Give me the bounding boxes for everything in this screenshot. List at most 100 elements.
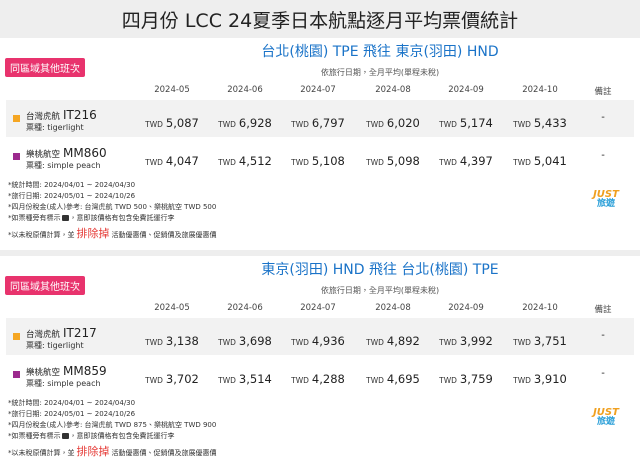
price-cell: TWD 6,928 bbox=[209, 112, 281, 131]
logo-bottom: 旅遊 bbox=[596, 199, 615, 209]
price-cell: TWD 4,047 bbox=[136, 150, 208, 169]
note: *旅行日期: 2024/05/01 ~ 2024/10/26 bbox=[8, 410, 136, 418]
column-header: 2024-07 bbox=[300, 303, 336, 313]
price: 3,992 bbox=[459, 334, 493, 348]
price-cell: TWD 4,936 bbox=[282, 330, 354, 349]
highlight: 排除掉 bbox=[76, 227, 110, 240]
price-cell: TWD 5,108 bbox=[282, 150, 354, 169]
remark: - bbox=[601, 150, 605, 161]
note: *旅行日期: 2024/05/01 ~ 2024/10/26 bbox=[8, 192, 136, 200]
currency: TWD bbox=[218, 120, 236, 129]
baggage-icon bbox=[61, 215, 69, 221]
column-header: 備註 bbox=[594, 305, 612, 315]
column-header: 2024-09 bbox=[448, 303, 484, 313]
price-cell: TWD 3,992 bbox=[430, 330, 502, 349]
flight-number: IT216 bbox=[63, 108, 97, 122]
price: 3,138 bbox=[165, 334, 199, 348]
subtitle: 依旅行日期，全月平均(單程未稅) bbox=[320, 68, 440, 77]
exclusion-note: *以未稅原價計算，並 排除掉 活動優惠價、促銷價及旅展優惠價 bbox=[8, 443, 217, 459]
price-cell: TWD 4,695 bbox=[357, 368, 429, 387]
note-text: ，意即該價格有包含免費託運行李 bbox=[69, 214, 175, 222]
currency: TWD bbox=[439, 376, 457, 385]
price: 4,512 bbox=[238, 154, 272, 168]
price-cell: TWD 3,698 bbox=[209, 330, 281, 349]
column-header: 2024-08 bbox=[375, 85, 411, 95]
subtitle: 依旅行日期，全月平均(單程未稅) bbox=[320, 286, 440, 295]
price: 3,910 bbox=[533, 372, 567, 386]
currency: TWD bbox=[145, 338, 163, 347]
currency: TWD bbox=[218, 338, 236, 347]
currency: TWD bbox=[513, 338, 531, 347]
airline-line: 樂桃航空 MM860 bbox=[26, 142, 107, 161]
remark: - bbox=[601, 330, 605, 341]
column-header: 2024-10 bbox=[522, 85, 558, 95]
currency: TWD bbox=[439, 158, 457, 167]
price: 5,108 bbox=[311, 154, 345, 168]
currency: TWD bbox=[218, 376, 236, 385]
price-cell: TWD 4,288 bbox=[282, 368, 354, 387]
currency: TWD bbox=[439, 338, 457, 347]
note: *四月份稅金(成人)參考: 台灣虎航 TWD 875、樂桃航空 TWD 900 bbox=[8, 421, 217, 429]
route-title: 台北(桃園) TPE 飛往 東京(羽田) HND bbox=[261, 44, 499, 60]
baggage-note: *如票種旁有標示 ，意即該價格有包含免費託運行李 bbox=[8, 213, 175, 223]
price-cell: TWD 6,020 bbox=[357, 112, 429, 131]
price: 5,041 bbox=[533, 154, 567, 168]
currency: TWD bbox=[439, 120, 457, 129]
note-text: 活動優惠價、促銷價及旅展優惠價 bbox=[111, 231, 217, 239]
column-header: 2024-06 bbox=[227, 303, 263, 313]
airline-color bbox=[13, 115, 20, 122]
price: 4,397 bbox=[459, 154, 493, 168]
airline-color bbox=[13, 153, 20, 160]
fare-row: 樂桃航空 MM860 票種: simple peach TWD 4,047 TWD 4,51… bbox=[6, 138, 634, 175]
price: 4,936 bbox=[311, 334, 345, 348]
flight-number: MM859 bbox=[63, 364, 107, 378]
price: 4,047 bbox=[165, 154, 199, 168]
airline-color bbox=[13, 333, 20, 340]
price: 3,514 bbox=[238, 372, 272, 386]
airline-line: 樂桃航空 MM859 bbox=[26, 360, 107, 379]
price: 3,702 bbox=[165, 372, 199, 386]
airline: 台灣虎航 bbox=[26, 112, 61, 122]
fare-type: 票種: tigerlight bbox=[26, 341, 84, 350]
baggage-icon bbox=[61, 433, 69, 439]
price-cell: TWD 3,514 bbox=[209, 368, 281, 387]
column-header: 備註 bbox=[594, 87, 612, 97]
flight-number: MM860 bbox=[63, 146, 107, 160]
price: 6,797 bbox=[311, 116, 345, 130]
price-cell: TWD 5,087 bbox=[136, 112, 208, 131]
price-cell: TWD 3,138 bbox=[136, 330, 208, 349]
price: 4,892 bbox=[386, 334, 420, 348]
note-text: *如票種旁有標示 bbox=[8, 432, 61, 440]
currency: TWD bbox=[291, 120, 309, 129]
currency: TWD bbox=[218, 158, 236, 167]
note-text: 活動優惠價、促銷價及旅展優惠價 bbox=[111, 449, 217, 457]
section-card: 同區域其他班次 台北(桃園) TPE 飛往 東京(羽田) HND 依旅行日期，全月平… bbox=[0, 38, 640, 250]
price-cell: TWD 5,174 bbox=[430, 112, 502, 131]
price: 5,174 bbox=[459, 116, 493, 130]
fare-row: 台灣虎航 IT216 票種: tigerlight TWD 5,087 TWD 6,928 T… bbox=[6, 100, 634, 137]
column-header: 2024-09 bbox=[448, 85, 484, 95]
price-cell: TWD 6,797 bbox=[282, 112, 354, 131]
price: 6,020 bbox=[386, 116, 420, 130]
note-text: ，意即該價格有包含免費託運行李 bbox=[69, 432, 175, 440]
price: 3,751 bbox=[533, 334, 567, 348]
currency: TWD bbox=[513, 376, 531, 385]
price-cell: TWD 5,098 bbox=[357, 150, 429, 169]
currency: TWD bbox=[366, 376, 384, 385]
airline: 樂桃航空 bbox=[26, 368, 61, 378]
price-cell: TWD 4,397 bbox=[430, 150, 502, 169]
airline-color bbox=[13, 371, 20, 378]
price-cell: TWD 3,759 bbox=[430, 368, 502, 387]
badge: 同區域其他班次 bbox=[5, 58, 85, 77]
price: 5,098 bbox=[386, 154, 420, 168]
currency: TWD bbox=[145, 376, 163, 385]
currency: TWD bbox=[145, 120, 163, 129]
baggage-note: *如票種旁有標示 ，意即該價格有包含免費託運行李 bbox=[8, 431, 175, 441]
airline-line: 台灣虎航 IT216 bbox=[26, 104, 97, 123]
note-text: *以未稅原價計算，並 bbox=[8, 449, 75, 457]
price: 3,759 bbox=[459, 372, 493, 386]
column-header: 2024-07 bbox=[300, 85, 336, 95]
column-header: 2024-06 bbox=[227, 85, 263, 95]
fare-row: 台灣虎航 IT217 票種: tigerlight TWD 3,138 TWD 3,698 T… bbox=[6, 318, 634, 355]
note-text: *如票種旁有標示 bbox=[8, 214, 61, 222]
